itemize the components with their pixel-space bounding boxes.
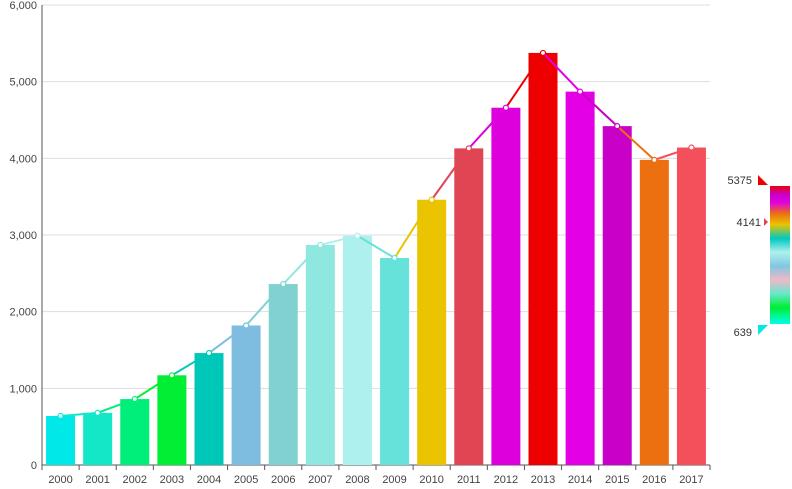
line-point xyxy=(280,280,287,288)
line-point xyxy=(577,88,584,95)
x-tick-label: 2015 xyxy=(605,474,629,486)
line-point xyxy=(131,395,138,403)
x-tick-label: 2004 xyxy=(197,474,221,486)
y-tick-label: 1,000 xyxy=(9,383,37,395)
x-tick-label: 2010 xyxy=(419,474,443,486)
grid-lines xyxy=(42,4,710,389)
visual-map-min-handle[interactable] xyxy=(758,325,768,335)
x-tick-label: 2009 xyxy=(382,474,406,486)
line-segment xyxy=(96,398,136,414)
line-segment xyxy=(245,283,285,327)
line-point xyxy=(57,412,64,420)
line-point xyxy=(317,241,324,249)
bar xyxy=(83,412,113,465)
visual-map-max-label: 5375 xyxy=(728,175,752,187)
line-segment xyxy=(170,352,210,377)
visual-map-gradient-bar xyxy=(770,186,790,324)
bar xyxy=(602,126,632,465)
line-segment xyxy=(579,90,619,128)
line-segment xyxy=(542,51,582,93)
line-point xyxy=(688,144,695,151)
line-point xyxy=(243,322,250,329)
bar xyxy=(565,91,595,465)
bar xyxy=(380,258,410,465)
x-tick-label: 2005 xyxy=(234,474,258,486)
bar xyxy=(46,416,76,465)
line-point xyxy=(539,49,547,57)
bar xyxy=(231,325,261,465)
line-segment xyxy=(467,106,507,150)
x-tick-label: 2016 xyxy=(642,474,666,486)
line-segment xyxy=(356,234,396,259)
line-point xyxy=(94,409,101,416)
line-point xyxy=(614,123,621,130)
axes: 0 1,000 2,000 3,000 4,000 5,000 6,000 2000 2001 2… xyxy=(9,0,711,486)
bar xyxy=(268,284,298,465)
x-tick-label: 2014 xyxy=(568,474,592,486)
visual-map-min-label: 639 xyxy=(734,327,752,339)
line-segment xyxy=(504,51,544,109)
x-tick-label: 2001 xyxy=(85,474,109,486)
y-tick-label: 2,000 xyxy=(9,307,37,319)
x-tick-label: 2011 xyxy=(457,474,481,486)
bar xyxy=(120,399,150,465)
line-segment xyxy=(133,374,173,401)
line-point xyxy=(205,349,213,357)
x-tick-label: 2013 xyxy=(531,474,555,486)
line-segment xyxy=(59,411,99,418)
y-tick-label: 0 xyxy=(31,460,37,472)
visual-map-max-handle[interactable] xyxy=(758,175,768,185)
y-tick-label: 3,000 xyxy=(9,230,37,242)
bar xyxy=(194,353,224,465)
line-segment xyxy=(430,147,470,201)
x-tick-label: 2000 xyxy=(48,474,72,486)
bar xyxy=(454,148,484,465)
visual-map-marker-handle xyxy=(764,218,768,226)
bar xyxy=(491,107,521,465)
y-tick-label: 6,000 xyxy=(9,0,37,12)
x-tick-label: 2017 xyxy=(679,474,703,486)
x-tick-label: 2002 xyxy=(123,474,147,486)
line-segment xyxy=(393,198,433,259)
bar-series xyxy=(46,52,706,466)
x-tick-label: 2012 xyxy=(494,474,518,486)
bar xyxy=(417,199,447,465)
line-series xyxy=(57,49,695,420)
x-tick-label: 2008 xyxy=(345,474,369,486)
x-tick-label: 2003 xyxy=(160,474,184,486)
bar xyxy=(639,159,669,465)
visual-map-legend: 5375 4141 639 xyxy=(728,175,790,339)
line-segment xyxy=(282,243,322,286)
line-segment xyxy=(653,146,693,161)
bar xyxy=(157,375,187,465)
line-point xyxy=(502,104,509,111)
y-tick-label: 5,000 xyxy=(9,77,37,89)
y-tick-label: 4,000 xyxy=(9,153,37,165)
visual-map-marker-label: 4141 xyxy=(737,217,761,229)
line-segment xyxy=(616,125,656,161)
line-point xyxy=(391,254,398,262)
line-point xyxy=(465,145,472,152)
x-tick-label: 2007 xyxy=(308,474,332,486)
bar xyxy=(305,244,335,465)
bar xyxy=(342,235,372,465)
bar xyxy=(528,52,558,466)
line-segment xyxy=(319,234,359,246)
line-point xyxy=(168,372,175,379)
line-point xyxy=(651,156,658,163)
bar xyxy=(676,147,706,466)
x-tick-label: 2006 xyxy=(271,474,295,486)
line-point xyxy=(428,196,435,203)
line-segment xyxy=(208,324,248,355)
line-point xyxy=(354,232,361,239)
